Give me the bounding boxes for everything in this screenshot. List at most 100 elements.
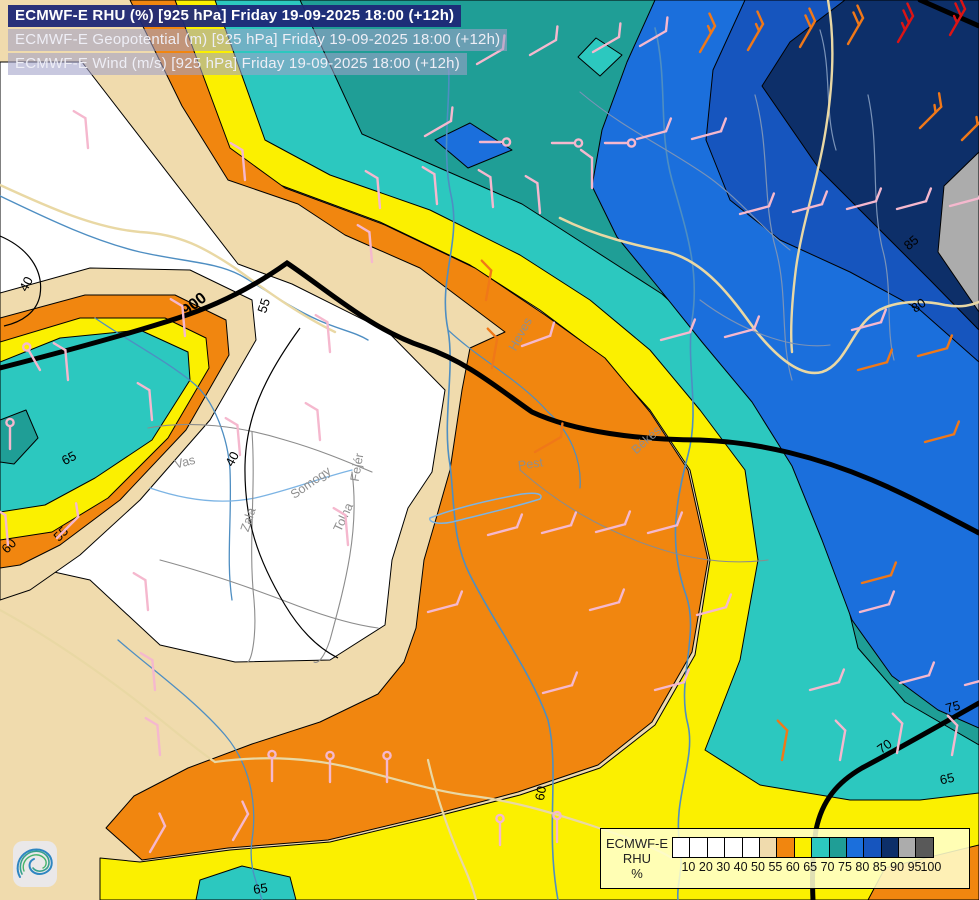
wind-barb xyxy=(0,506,10,547)
wind-barb xyxy=(960,115,979,142)
wind-barb xyxy=(477,168,495,209)
wind-barb xyxy=(169,297,187,338)
legend-color-cell xyxy=(898,837,917,858)
legend-tick: 60 xyxy=(785,860,800,874)
legend-scale: 10 20 30 40 50 55 60 65 70 75 80 85 90 95 100 xyxy=(672,829,969,888)
wind-barb xyxy=(426,590,464,614)
wind-barb xyxy=(856,348,894,372)
legend-color-cell xyxy=(863,837,882,858)
lake-balaton xyxy=(429,492,542,524)
legend-color-cell xyxy=(915,837,934,858)
title-line-wind: ECMWF-E Wind (m/s) [925 hPa] Friday 19-0… xyxy=(8,53,467,75)
rh40-contours xyxy=(0,235,339,659)
wind-barb xyxy=(834,719,847,762)
legend-tick: 20 xyxy=(698,860,713,874)
wind-barb xyxy=(695,593,733,617)
wind-barb xyxy=(746,10,765,52)
legend-parameter: RHU xyxy=(622,851,652,866)
legend-color-cell xyxy=(741,837,760,858)
wind-barb xyxy=(364,169,382,210)
wind-barb xyxy=(304,401,322,442)
legend-tick: 95 xyxy=(907,860,922,874)
contour-label: 55 xyxy=(254,296,273,314)
wind-barb xyxy=(860,561,898,585)
wind-barb xyxy=(635,117,673,141)
wind-barb xyxy=(808,668,846,692)
wind-barb xyxy=(653,668,691,692)
legend-color-cell xyxy=(724,837,743,858)
wind-barb xyxy=(846,4,865,46)
wind-barb xyxy=(552,810,562,844)
wind-barb xyxy=(895,187,933,211)
wind-barb xyxy=(480,259,493,302)
legend-tick: 80 xyxy=(855,860,870,874)
wind-barb xyxy=(891,712,904,755)
wind-barb xyxy=(231,800,250,842)
wind-barb xyxy=(798,7,817,49)
wind-barb xyxy=(850,308,888,332)
wind-barb xyxy=(738,192,776,216)
wind-barb xyxy=(791,190,829,214)
wind-barb xyxy=(72,109,90,150)
legend-color-cell xyxy=(689,837,708,858)
county-label: Vas xyxy=(173,453,197,472)
wind-barb xyxy=(603,138,637,148)
zone-rh55-orange xyxy=(105,0,709,861)
legend-color-cells xyxy=(672,837,934,858)
wind-barb xyxy=(948,184,979,208)
wind-barb xyxy=(144,716,162,757)
wind-barb xyxy=(698,12,717,54)
county-borders xyxy=(147,91,831,663)
wind-barb xyxy=(495,813,505,847)
legend-tick: 55 xyxy=(768,860,783,874)
wind-barb xyxy=(646,511,684,535)
legend-color-cell xyxy=(758,837,778,858)
wind-barb xyxy=(21,342,42,372)
wind-barb xyxy=(332,506,350,547)
wind-barb xyxy=(52,341,70,382)
wind-barb xyxy=(550,138,584,148)
wind-barb xyxy=(55,502,80,540)
legend-color-cell xyxy=(672,837,691,858)
wind-barb xyxy=(520,321,556,348)
wind-barb xyxy=(421,165,439,206)
wind-barb xyxy=(541,671,579,695)
wind-barb xyxy=(314,313,332,354)
legend-tick: 70 xyxy=(820,860,835,874)
wind-barb xyxy=(776,719,789,762)
wind-barb xyxy=(845,187,883,211)
legend-color-cell xyxy=(828,837,847,858)
rivers xyxy=(0,27,895,900)
wind-barb xyxy=(946,714,959,757)
contour-label: 40 xyxy=(16,274,36,294)
title-line-geopotential: ECMWF-E Geopotential (m) [925 hPa] Frida… xyxy=(8,29,508,51)
wind-barb xyxy=(224,416,242,457)
legend-tick: 65 xyxy=(803,860,818,874)
patch-rh75-diamond xyxy=(434,122,513,169)
wind-barb xyxy=(325,750,335,784)
wind-barb xyxy=(594,510,632,534)
wind-barb xyxy=(896,2,915,44)
legend-tick-labels: 10 20 30 40 50 55 60 65 70 75 80 85 90 95 100 xyxy=(673,860,941,874)
contour-label: 40 xyxy=(222,449,242,469)
legend-model-name: ECMWF-E xyxy=(605,836,669,851)
wind-barb xyxy=(524,174,542,215)
wind-barb xyxy=(486,513,524,537)
color-scale-legend: ECMWF-E RHU % 10 20 30 40 50 55 60 65 70 75 80 85 90… xyxy=(600,828,970,889)
swirl-logo-icon xyxy=(13,841,57,887)
wind-barb xyxy=(723,315,761,339)
legend-tick: 100 xyxy=(920,860,942,874)
legend-tick: 40 xyxy=(733,860,748,874)
legend-color-cell xyxy=(845,837,865,858)
contour-label: 75 xyxy=(944,698,962,716)
legend-unit: % xyxy=(631,866,643,881)
legend-tick: 90 xyxy=(890,860,905,874)
wind-barb xyxy=(5,417,15,451)
geopotential-line-ne-corner xyxy=(917,0,979,29)
contour-label: 70 xyxy=(874,736,894,757)
contour-label: 65 xyxy=(252,880,268,897)
